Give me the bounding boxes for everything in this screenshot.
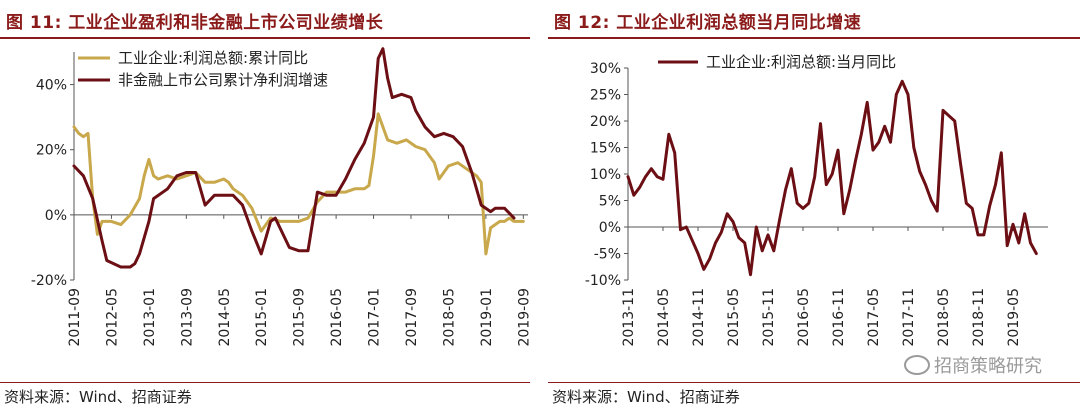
x-tick-label: 2016-11 — [831, 288, 847, 347]
x-tick-label: 2013-01 — [142, 288, 158, 347]
x-tick-label: 2016-05 — [329, 288, 345, 347]
legend-label: 非金融上市公司累计净利润增速 — [118, 71, 328, 89]
x-tick-label: 2019-09 — [516, 288, 530, 347]
source-note: 资料来源：Wind、招商证券 — [552, 388, 740, 406]
x-tick-label: 2014-05 — [217, 288, 233, 347]
y-tick-label: 0% — [599, 220, 621, 236]
y-tick-label: -10% — [585, 273, 621, 289]
x-tick-label: 2014-11 — [691, 288, 707, 347]
x-tick-label: 2011-09 — [67, 288, 83, 347]
x-tick-label: 2018-05 — [936, 288, 952, 347]
series-line — [626, 79, 1038, 277]
legend-label: 工业企业:利润总额:当月同比 — [706, 53, 896, 71]
chart-11-svg: -20% 0% 20% 40% 2011-09 2012-05 2013-01 2013-09… — [31, 47, 530, 347]
x-tick-label: 2019-05 — [1006, 288, 1022, 347]
source-note: 资料来源：Wind、招商证券 — [4, 388, 192, 406]
source-divider — [0, 382, 530, 383]
x-tick-label: 2012-05 — [104, 288, 120, 347]
x-tick-label: 2015-09 — [292, 288, 308, 347]
chart-title: 图 12: 工业企业利润总额当月同比增速 — [554, 13, 862, 33]
y-tick-label: -5% — [594, 247, 621, 263]
watermark-text: 招商策略研究 — [934, 356, 1042, 377]
y-tick-label: 25% — [590, 88, 621, 104]
series-line — [72, 112, 525, 256]
x-tick-label: 2018-11 — [971, 288, 987, 347]
x-tick-label: 2018-05 — [441, 288, 457, 347]
y-tick-label: 40% — [36, 78, 67, 94]
x-tick-label: 2016-05 — [796, 288, 812, 347]
x-tick-label: 2013-11 — [621, 288, 637, 347]
x-tick-label: 2015-05 — [726, 288, 742, 347]
series-line — [72, 47, 516, 269]
y-tick-label: 30% — [590, 61, 621, 77]
x-tick-label: 2015-11 — [761, 288, 777, 347]
source-divider — [548, 382, 1080, 383]
chart-panel-right: 图 12: 工业企业利润总额当月同比增速 -10% -5% 0% 5% 10% 15% 20… — [548, 0, 1080, 415]
watermark: 招商策略研究 — [904, 352, 1042, 378]
x-tick-label: 2015-01 — [254, 288, 270, 347]
y-tick-label: 15% — [590, 141, 621, 157]
legend-label: 工业企业:利润总额:累计同比 — [118, 49, 308, 67]
y-tick-label: 20% — [590, 114, 621, 130]
chart-12-svg: -10% -5% 0% 5% 10% 15% 20% 25% 30% 2013-11 2014-05… — [585, 53, 1048, 347]
y-tick-label: 20% — [36, 143, 67, 159]
x-tick-label: 2014-05 — [656, 288, 672, 347]
y-tick-label: 5% — [599, 194, 621, 210]
title-divider — [0, 37, 530, 39]
wechat-icon — [904, 355, 930, 375]
x-tick-label: 2017-09 — [404, 288, 420, 347]
y-tick-label: 10% — [590, 167, 621, 183]
chart-title: 图 11: 工业企业盈利和非金融上市公司业绩增长 — [6, 13, 384, 33]
y-tick-label: 0% — [45, 208, 67, 224]
x-tick-label: 2017-05 — [866, 288, 882, 347]
x-tick-label: 2017-11 — [901, 288, 917, 347]
x-tick-label: 2013-09 — [179, 288, 195, 347]
title-divider — [548, 37, 1080, 39]
x-tick-label: 2019-01 — [479, 288, 495, 347]
chart-panel-left: 图 11: 工业企业盈利和非金融上市公司业绩增长 -20% 0% 20% 40% 201… — [0, 0, 530, 415]
x-tick-label: 2017-01 — [367, 288, 383, 347]
y-tick-label: -20% — [31, 273, 67, 289]
